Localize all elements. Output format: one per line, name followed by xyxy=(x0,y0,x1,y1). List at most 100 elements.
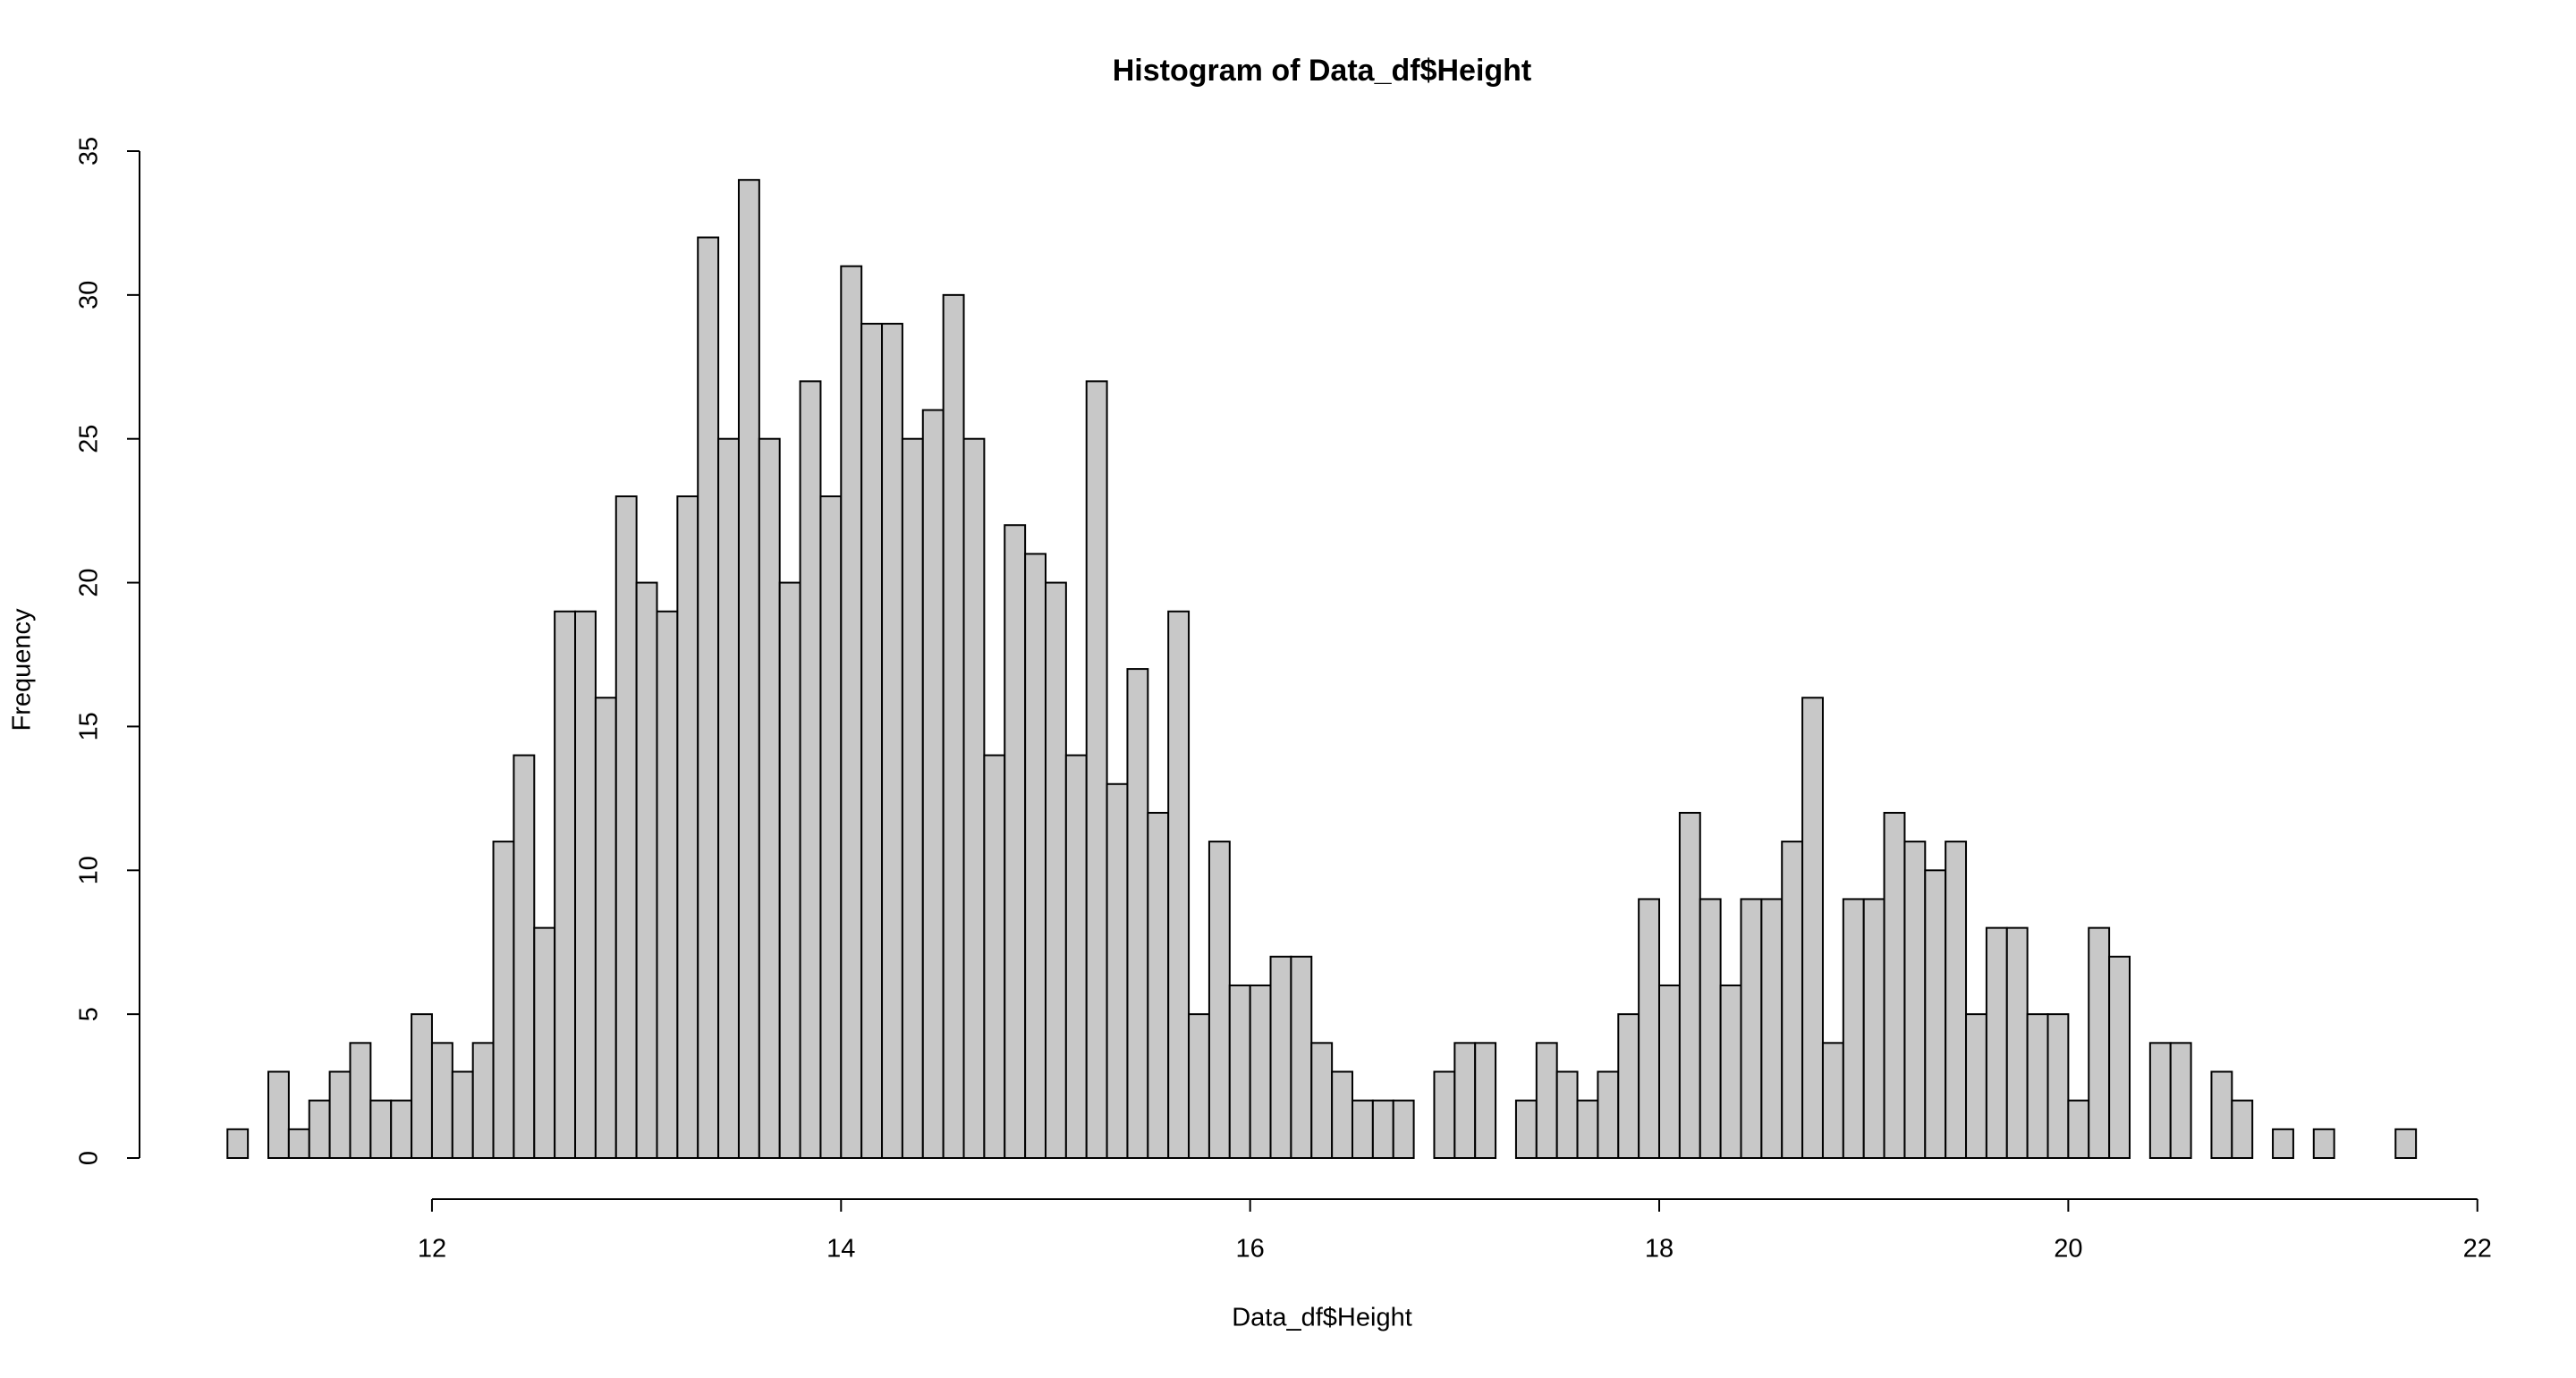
bar xyxy=(860,323,884,1159)
y-tick-label: 30 xyxy=(75,281,104,309)
bar xyxy=(1188,1013,1210,1159)
bar xyxy=(1719,984,1742,1159)
bar xyxy=(349,1042,372,1160)
bar xyxy=(614,495,638,1159)
bar xyxy=(1678,811,1701,1159)
bar xyxy=(1106,782,1129,1159)
x-axis-title: Data_df$Height xyxy=(1232,1304,1412,1332)
bar xyxy=(1535,1042,1558,1160)
bar xyxy=(2026,1013,2049,1159)
bar xyxy=(1862,898,1885,1159)
bar xyxy=(1555,1070,1579,1159)
bar xyxy=(1801,697,1824,1159)
bar xyxy=(1903,841,1927,1159)
bar xyxy=(1249,984,1272,1159)
bar xyxy=(1821,1042,1844,1160)
x-tick-label: 12 xyxy=(418,1235,446,1264)
x-tick-label: 18 xyxy=(1645,1235,1674,1264)
bar xyxy=(1352,1099,1374,1159)
bar xyxy=(1453,1042,1477,1160)
x-tick-label: 16 xyxy=(1236,1235,1265,1264)
bar xyxy=(737,179,760,1160)
bar xyxy=(2005,926,2029,1159)
bar xyxy=(778,581,801,1159)
bar xyxy=(1371,1099,1394,1159)
bar xyxy=(942,293,965,1160)
bar xyxy=(492,841,515,1159)
bar xyxy=(1228,984,1251,1159)
bar xyxy=(308,1099,331,1159)
y-tick-label: 20 xyxy=(75,568,104,596)
bar xyxy=(1597,1070,1620,1159)
bar xyxy=(2272,1128,2294,1160)
bar xyxy=(983,754,1006,1159)
bar xyxy=(1024,553,1046,1159)
bar xyxy=(390,1099,413,1159)
bar xyxy=(369,1099,393,1159)
y-tick-label: 0 xyxy=(75,1151,104,1165)
bar xyxy=(1740,898,1763,1159)
x-tick-label: 14 xyxy=(826,1235,855,1264)
bar xyxy=(411,1013,433,1159)
bar xyxy=(287,1128,310,1160)
bar xyxy=(1985,926,2008,1159)
bar xyxy=(881,323,903,1159)
bar xyxy=(1044,581,1067,1159)
bar xyxy=(2088,926,2111,1159)
bar xyxy=(1290,955,1313,1160)
bar xyxy=(1474,1042,1497,1160)
bar xyxy=(1331,1070,1354,1159)
bar xyxy=(328,1070,352,1159)
bar xyxy=(1004,524,1027,1159)
bar xyxy=(574,610,597,1159)
bar xyxy=(594,697,617,1159)
bar xyxy=(554,610,577,1159)
bar xyxy=(2312,1128,2335,1160)
bar xyxy=(1699,898,1722,1159)
y-tick-label: 35 xyxy=(75,137,104,165)
bar xyxy=(1064,754,1088,1159)
bar xyxy=(226,1128,250,1160)
bar xyxy=(676,495,699,1159)
bar xyxy=(1310,1042,1334,1160)
bar xyxy=(267,1070,290,1159)
bar xyxy=(430,1042,453,1160)
bar xyxy=(451,1070,474,1159)
bar xyxy=(1883,811,1906,1159)
bar xyxy=(819,495,843,1159)
y-tick-label: 10 xyxy=(75,856,104,884)
bar xyxy=(2108,955,2131,1160)
chart-title: Histogram of Data_df$Height xyxy=(1113,54,1532,88)
bar xyxy=(962,437,986,1159)
bar xyxy=(2148,1042,2172,1160)
bar xyxy=(840,265,863,1159)
bar xyxy=(921,409,945,1159)
bar xyxy=(1269,955,1292,1160)
bar xyxy=(1208,841,1231,1159)
bar xyxy=(901,437,924,1159)
bar xyxy=(1085,380,1108,1160)
bar xyxy=(2394,1128,2418,1160)
bar xyxy=(1945,841,1968,1159)
y-tick-label: 15 xyxy=(75,712,104,740)
bar xyxy=(1781,841,1804,1159)
bar xyxy=(717,437,740,1159)
bar xyxy=(1638,898,1661,1159)
bar xyxy=(2210,1070,2233,1159)
bar xyxy=(1147,811,1170,1159)
bar xyxy=(1658,984,1681,1159)
bar xyxy=(799,380,822,1160)
bar xyxy=(1965,1013,1987,1159)
y-tick-label: 25 xyxy=(75,425,104,453)
bar xyxy=(1392,1099,1415,1159)
bar xyxy=(635,581,658,1159)
bar xyxy=(656,610,679,1159)
bar xyxy=(697,236,720,1159)
bar xyxy=(1514,1099,1538,1159)
bar xyxy=(758,437,781,1159)
x-tick-label: 20 xyxy=(2054,1235,2082,1264)
bar xyxy=(1760,898,1784,1159)
y-tick-label: 5 xyxy=(75,1007,104,1021)
